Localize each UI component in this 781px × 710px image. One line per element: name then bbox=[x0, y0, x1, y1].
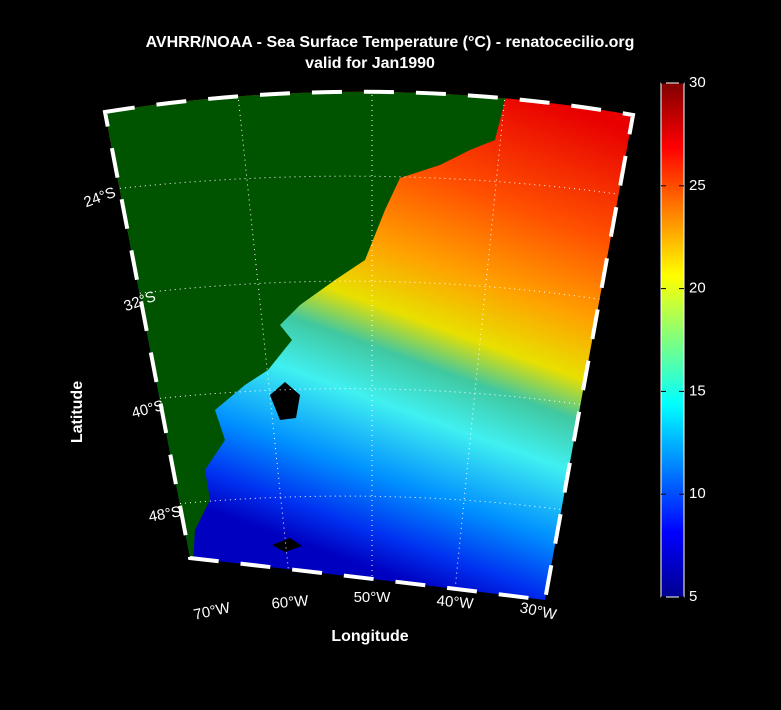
lon-label: 70°W bbox=[192, 599, 232, 623]
map-area bbox=[105, 91, 633, 601]
colorbar bbox=[660, 82, 685, 598]
colorbar-tick-label: 20 bbox=[689, 280, 706, 297]
lat-label: 48°S bbox=[147, 503, 182, 525]
island bbox=[270, 382, 300, 420]
colorbar-tick-label: 25 bbox=[689, 177, 706, 194]
colorbar-tick-label: 5 bbox=[689, 588, 697, 605]
colorbar-tick-label: 15 bbox=[689, 382, 706, 399]
lon-label: 30°W bbox=[518, 599, 558, 623]
colorbar-tick-label: 30 bbox=[689, 74, 706, 91]
subtitle: valid for Jan1990 bbox=[305, 55, 435, 72]
graticule bbox=[105, 91, 626, 591]
title: AVHRR/NOAA - Sea Surface Temperature (°C… bbox=[146, 34, 635, 51]
land bbox=[105, 91, 512, 601]
lon-label: 60°W bbox=[271, 592, 310, 612]
lat-label: 24°S bbox=[82, 184, 119, 211]
map-frame bbox=[102, 89, 636, 603]
x-axis-label: Longitude bbox=[331, 628, 408, 645]
lat-label: 40°S bbox=[130, 397, 166, 422]
lon-label: 50°W bbox=[354, 589, 392, 606]
lon-label: 40°W bbox=[436, 592, 475, 612]
y-axis-label: Latitude bbox=[69, 381, 86, 443]
island bbox=[272, 538, 302, 552]
colorbar-tick-label: 10 bbox=[689, 485, 706, 502]
